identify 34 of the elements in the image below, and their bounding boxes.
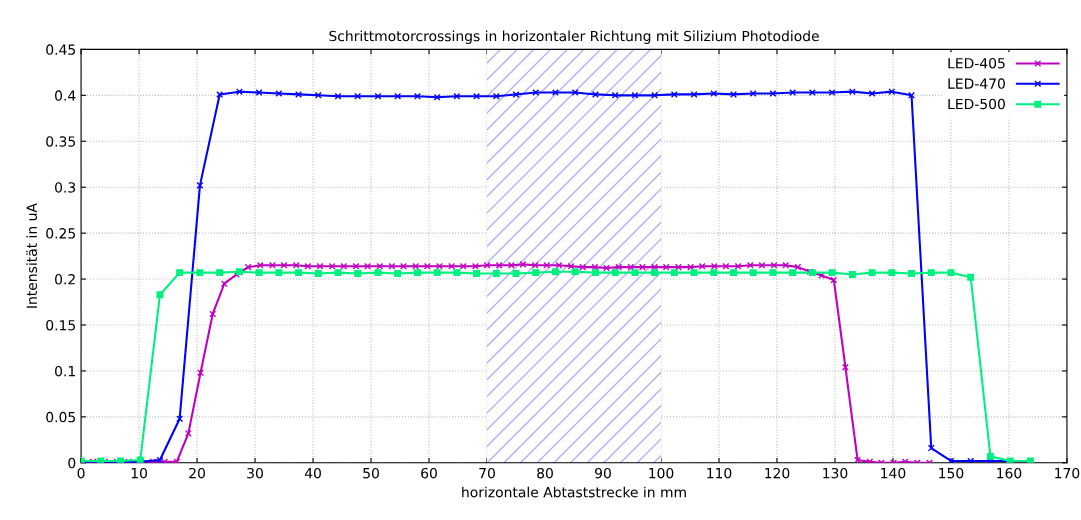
y-tick-label: 0.35 [46,136,75,147]
x-tick-label: 150 [939,467,964,479]
y-axis-title: Intensität in uA [26,203,38,308]
x-tick-label: 40 [304,467,321,479]
chart-title: Schrittmotorcrossings in horizontaler Richtung mit Silizium Photodiode [329,30,819,44]
x-tick-label: 90 [595,467,611,479]
x-tick-label: 160 [997,467,1022,479]
y-tick-label: 0.2 [55,274,75,285]
y-tick-label: 0.15 [46,319,75,331]
x-tick-label: 130 [823,467,848,479]
legend-label: LED-500 [948,98,1005,110]
y-tick-label: 0.05 [46,411,75,423]
x-axis-title: horizontale Abtaststrecke in mm [462,486,686,498]
x-tick-label: 140 [881,467,906,479]
legend-label: LED-470 [948,78,1005,89]
legend-label: LED-405 [948,57,1005,69]
x-tick-label: 110 [707,467,732,479]
y-tick-label: 0 [68,457,76,469]
y-tick-label: 0.4 [55,90,76,101]
y-tick-label: 0.25 [46,228,75,239]
x-tick-label: 80 [537,467,553,479]
x-tick-label: 20 [189,467,205,479]
x-tick-label: 0 [77,467,85,479]
x-tick-label: 50 [363,467,379,479]
y-tick-label: 0.3 [55,182,76,193]
x-tick-label: 100 [649,467,674,479]
x-tick-label: 30 [247,467,263,479]
y-tick-label: 0.45 [46,44,75,55]
x-tick-label: 120 [765,467,790,479]
x-tick-label: 70 [479,467,495,479]
x-tick-label: 60 [421,467,437,479]
x-tick-label: 10 [131,467,147,479]
y-tick-label: 0.1 [55,365,75,377]
x-tick-label: 170 [1055,467,1080,479]
